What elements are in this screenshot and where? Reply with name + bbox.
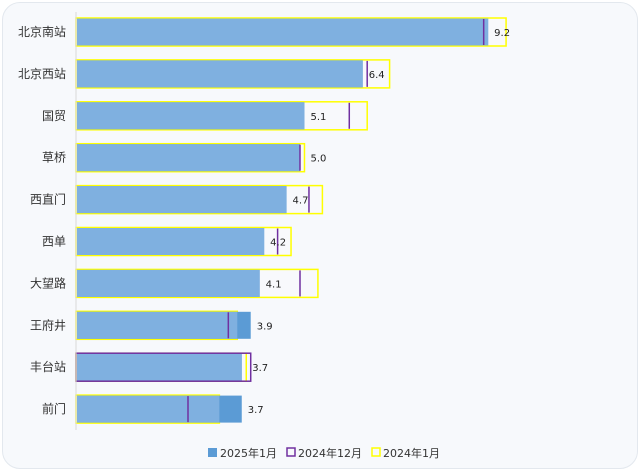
bar-2025-01-overlap-6 [77, 269, 260, 297]
legend-item-2024-01[interactable]: 2024年1月 [371, 446, 440, 460]
legend-label-2024-12: 2024年12月 [298, 446, 362, 460]
data-label-8: 3.7 [252, 363, 268, 374]
data-label-5: 4.2 [270, 238, 286, 249]
category-label-4: 西直门 [30, 192, 66, 207]
data-label-2: 5.1 [310, 112, 326, 123]
legend-item-2025-01[interactable]: 2025年1月 [208, 446, 277, 460]
category-label-5: 西单 [42, 235, 66, 249]
data-label-3: 5.0 [310, 154, 326, 165]
category-label-6: 大望路 [30, 275, 66, 290]
category-label-0: 北京南站 [18, 24, 66, 39]
legend-item-2024-12[interactable]: 2024年12月 [286, 446, 362, 460]
legend-swatch-2025-01 [208, 448, 217, 457]
bar-2025-01-overlap-0 [77, 18, 489, 46]
data-label-6: 4.1 [266, 279, 282, 290]
legend: 2025年1月 2024年12月 2024年1月 [208, 446, 440, 460]
category-label-2: 国贸 [42, 109, 66, 123]
labels-layer: 北京南站 9.2 北京西站 6.4 国贸 5.1 草桥 5.0 西直门 4.7 西单 4.2 大望路 4.… [18, 24, 510, 416]
data-label-4: 4.7 [293, 196, 309, 207]
data-label-7: 3.9 [257, 321, 273, 332]
data-label-9: 3.7 [248, 405, 264, 416]
bar-2025-01-overlap-8 [77, 353, 242, 381]
bar-2025-01-overlap-1 [77, 60, 363, 88]
category-label-8: 丰台站 [30, 359, 66, 374]
category-label-3: 草桥 [42, 151, 66, 165]
data-label-1: 6.4 [369, 70, 385, 81]
category-label-7: 王府井 [30, 317, 66, 332]
bar-2025-01-overlap-5 [77, 228, 265, 255]
legend-label-2025-01: 2025年1月 [220, 446, 277, 460]
bar-2025-01-overlap-4 [77, 186, 287, 214]
bar-2025-01-overlap-3 [77, 144, 300, 172]
bars-layer [75, 17, 507, 424]
legend-swatch-2024-01 [371, 447, 381, 457]
bar-2025-01-overlap-9 [77, 395, 220, 423]
bar-2025-01-overlap-2 [77, 102, 305, 130]
category-label-9: 前门 [42, 401, 66, 416]
data-label-0: 9.2 [494, 28, 510, 39]
legend-label-2024-01: 2024年1月 [383, 446, 440, 460]
legend-swatch-2024-12 [286, 447, 296, 457]
category-label-1: 北京西站 [18, 67, 66, 81]
bar-2025-01-overlap-7 [77, 311, 238, 339]
